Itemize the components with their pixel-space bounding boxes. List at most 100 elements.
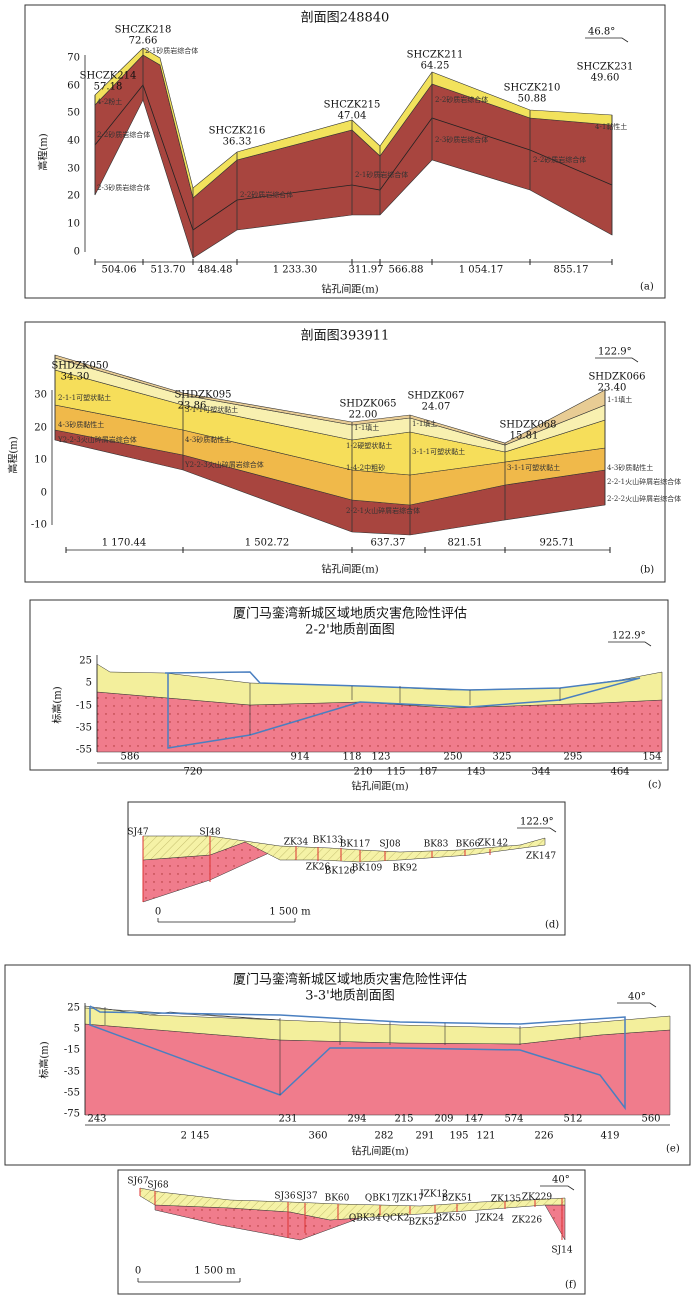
layer-label: 4-2粉土 — [97, 97, 122, 106]
borehole: BK109 — [352, 864, 383, 874]
layer-label: 2-2-1火山碎屑岩综合体 — [607, 477, 681, 486]
y-tick: 70 — [67, 53, 80, 64]
distance: 484.48 — [198, 265, 233, 276]
distance: 512 — [563, 1114, 582, 1125]
y-tick: 0 — [74, 247, 80, 258]
scale-label: 1 500 m — [269, 907, 311, 918]
panel-f: 40° SJ67 SJ68 SJ36 SJ37 BK60 QBK17 JZK17… — [117, 1169, 586, 1295]
distance: 513.70 — [151, 265, 186, 276]
borehole-name: SHCZK211 — [407, 50, 464, 61]
layer-label: 3-1-1可塑状黏土 — [185, 405, 238, 414]
distance: 344 — [531, 767, 550, 778]
distance: 154 — [642, 752, 661, 763]
panel-tag: (a) — [640, 282, 654, 293]
distance: 123 — [371, 752, 390, 763]
frame — [24, 4, 666, 299]
y-tick: 10 — [34, 455, 47, 466]
distance: 586 — [120, 752, 139, 763]
layer-label: 2-2砂质岩综合体 — [240, 190, 293, 199]
layer-label: 2-2砂质岩综合体 — [97, 130, 150, 139]
y-label: 标高(m) — [51, 686, 64, 723]
borehole-lines — [142, 836, 491, 902]
distance: 855.17 — [554, 265, 589, 276]
borehole-name: SHDZK050 — [51, 361, 108, 372]
borehole: JZK12 — [419, 1190, 448, 1200]
x-label: 钻孔间距(m) — [321, 283, 378, 296]
y-tick: 25 — [79, 656, 92, 667]
y-tick: 50 — [67, 108, 80, 119]
distance: 821.51 — [448, 538, 483, 549]
panel-c: 厦门马銮湾新城区域地质灾害危险性评估 2-2'地质剖面图 122.9° 标高(m… — [29, 599, 669, 793]
layer-label: 2-2-2火山碎屑岩综合体 — [607, 494, 681, 503]
distance: 566.88 — [389, 265, 424, 276]
layer-label: Y2-2-3火山碎屑岩综合体 — [57, 435, 137, 444]
title: 剖面图393911 — [301, 329, 390, 344]
borehole: QCK2 — [383, 1214, 410, 1224]
direction-arrow — [585, 37, 629, 43]
borehole-name: SHDZK068 — [499, 420, 556, 431]
panel-a: 剖面图248840 46.8° 高程(m) 70 60 50 40 30 20 … — [24, 4, 666, 299]
layer-label: 2-3砂质岩综合体 — [97, 183, 150, 192]
borehole-elev: 64.25 — [421, 61, 450, 72]
distance: 231 — [278, 1114, 297, 1125]
distance-ticks — [94, 259, 613, 265]
borehole-name: SHDZK067 — [407, 391, 464, 402]
layer-label: 3-1-1可塑状黏土 — [507, 463, 560, 472]
y-tick: 25 — [67, 1003, 80, 1014]
borehole-lines — [54, 355, 606, 535]
y-tick: 20 — [67, 191, 80, 202]
borehole-elev: 49.60 — [591, 73, 620, 84]
borehole: ZK226 — [512, 1216, 542, 1226]
layer-label: 4-1黏性土 — [595, 122, 627, 131]
distance: 143 — [466, 767, 485, 778]
layer-label: 2-2-1火山碎屑岩综合体 — [346, 506, 420, 515]
distance: 2 145 — [181, 1131, 210, 1142]
frame — [24, 321, 666, 583]
borehole: ZK142 — [478, 839, 508, 849]
borehole: BK133 — [313, 836, 344, 846]
distance: 311.97 — [349, 265, 384, 276]
y-tick: 20 — [34, 423, 47, 434]
borehole-elev: 72.66 — [129, 36, 158, 47]
borehole: ZK34 — [284, 838, 309, 848]
direction: 122.9° — [612, 631, 646, 642]
y-tick: -15 — [64, 1045, 80, 1056]
panel-tag: (c) — [648, 780, 662, 791]
direction-arrow — [595, 357, 639, 363]
frame — [29, 599, 669, 771]
borehole: JZK24 — [475, 1214, 504, 1224]
panel-tag: (e) — [666, 1144, 680, 1155]
distance: 115 — [386, 767, 405, 778]
distance: 195 — [449, 1131, 468, 1142]
borehole: QBK34 — [349, 1214, 381, 1224]
borehole: SJ48 — [199, 828, 220, 838]
x-label: 钻孔间距(m) — [321, 563, 378, 576]
y-tick: 40 — [67, 136, 80, 147]
x-label: 钻孔间距(m) — [351, 1145, 408, 1158]
y-tick: -35 — [76, 723, 92, 734]
borehole: BK83 — [424, 840, 449, 850]
layer-label: 2-1砂质岩综合体 — [355, 170, 408, 179]
borehole-name: SHCZK210 — [504, 83, 561, 94]
borehole: SJ68 — [147, 1181, 168, 1191]
y-tick: 30 — [67, 164, 80, 175]
y-tick: 5 — [74, 1024, 80, 1035]
borehole-name: SHDZK095 — [174, 390, 231, 401]
distance: 282 — [374, 1131, 393, 1142]
subtitle: 2-2'地质剖面图 — [305, 623, 395, 638]
y-tick: -55 — [76, 745, 92, 756]
distance: 574 — [504, 1114, 523, 1125]
borehole: ZK135 — [491, 1195, 521, 1205]
panel-b: 剖面图393911 122.9° 高程(m) 30 20 10 0 -10 SH… — [7, 321, 681, 583]
borehole-name: SHDZK066 — [588, 372, 645, 383]
borehole-elev: 36.33 — [223, 137, 252, 148]
borehole-elev: 47.04 — [338, 111, 367, 122]
direction-arrow — [540, 1185, 575, 1191]
borehole-lines — [94, 48, 613, 258]
distance: 291 — [415, 1131, 434, 1142]
title: 厦门马銮湾新城区域地质灾害危险性评估 — [233, 972, 467, 988]
distance: 147 — [464, 1114, 483, 1125]
y-tick: -75 — [64, 1109, 80, 1120]
distance: 720 — [183, 767, 202, 778]
